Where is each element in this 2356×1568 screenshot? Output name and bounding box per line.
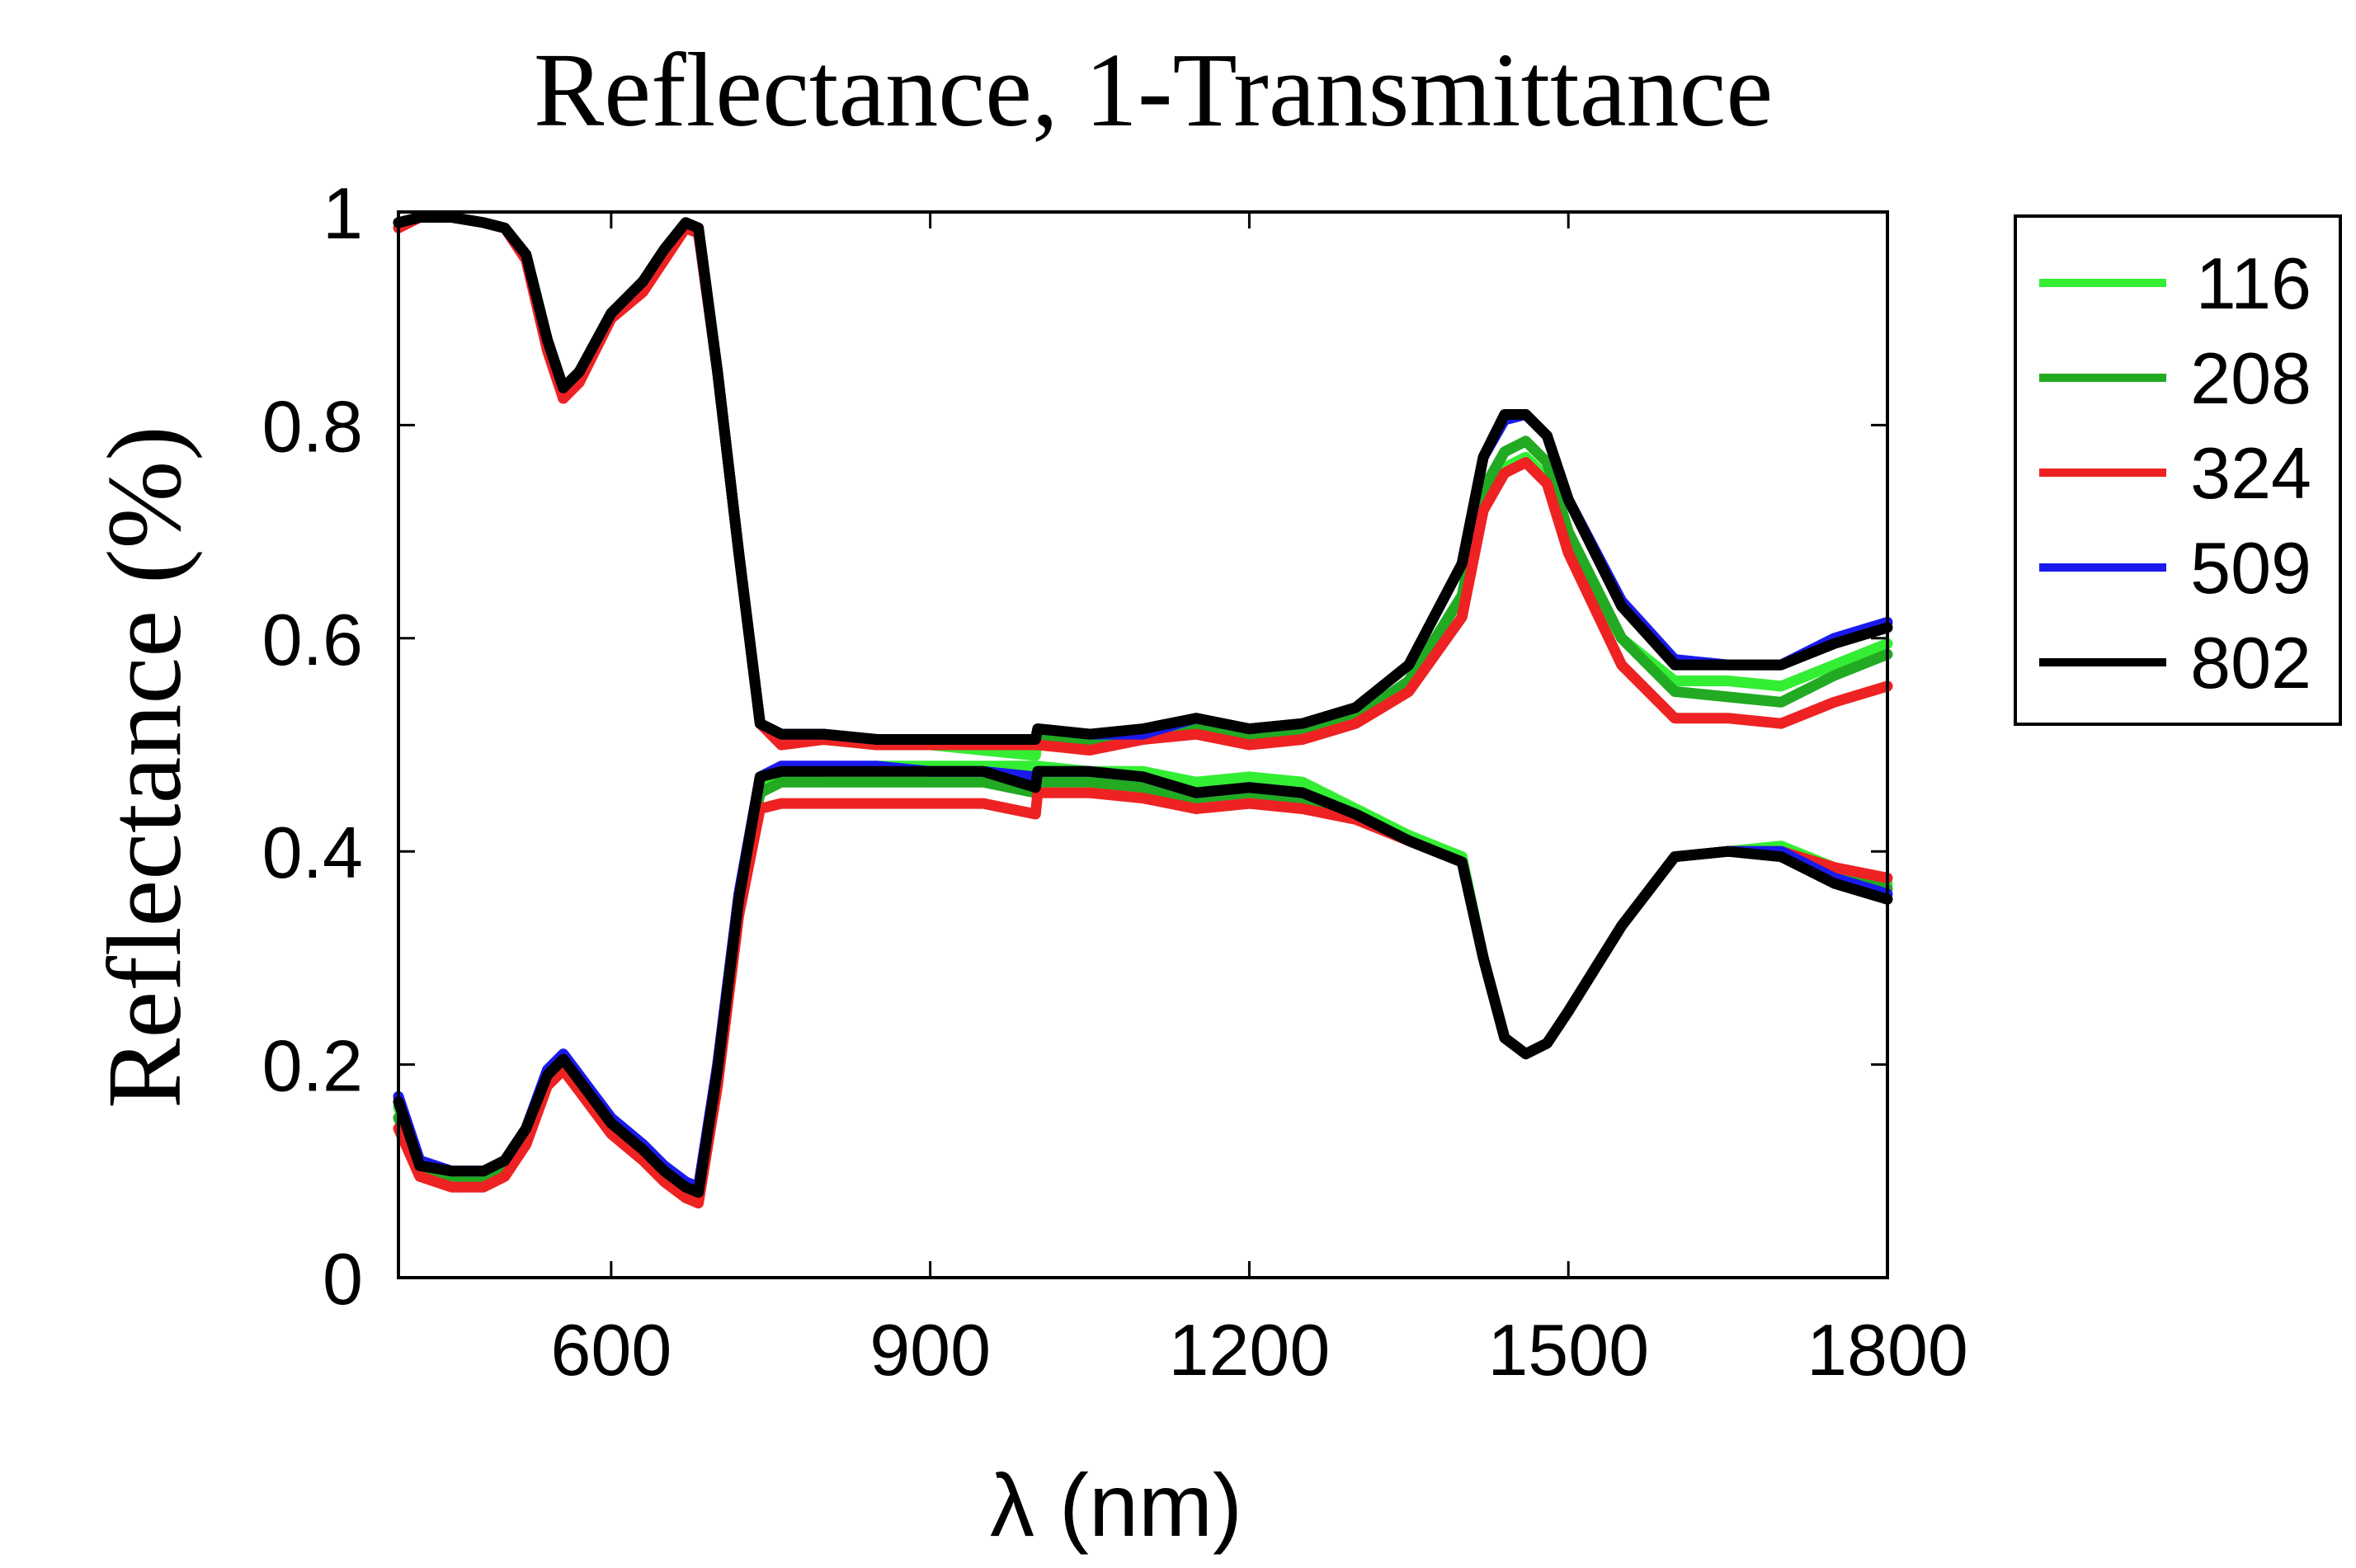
legend-label-208: 208	[2190, 337, 2311, 419]
legend-label-324: 324	[2190, 432, 2311, 514]
legend: 116 208 324 509 802	[2014, 214, 2342, 726]
x-axis-label: λ (nm)	[990, 1455, 1242, 1555]
y-axis-label: Reflectance (%)	[86, 426, 203, 1109]
legend-label-802: 802	[2190, 622, 2311, 704]
y-tick-label: 1	[323, 172, 363, 254]
series-line-802-lower	[393, 765, 1893, 1198]
legend-label-509: 509	[2190, 527, 2311, 609]
axis-ticks: 600 900 1200 1500 1800 0 0.2 0.4 0.6 0.8 1	[262, 172, 1968, 1391]
x-tick-label: 1200	[1169, 1309, 1331, 1391]
y-tick-label: 0.2	[262, 1025, 363, 1107]
chart-title: Reflectance, 1-Transmittance	[534, 31, 1773, 148]
y-tick-label: 0.8	[262, 385, 363, 467]
y-tick-label: 0	[323, 1238, 363, 1320]
plot-lines	[393, 212, 1893, 1209]
series-line-509-lower	[393, 760, 1893, 1193]
x-tick-label: 1500	[1487, 1309, 1649, 1391]
plot-frame	[397, 210, 1889, 1279]
x-tick-label: 900	[869, 1309, 991, 1391]
series-line-802-upper	[393, 212, 1893, 745]
x-tick-label: 1800	[1807, 1309, 1968, 1391]
series-line-324-lower	[393, 787, 1893, 1209]
y-tick-label: 0.4	[262, 812, 363, 893]
y-tick-label: 0.6	[262, 599, 363, 680]
legend-label-116: 116	[2196, 242, 2311, 324]
x-tick-label: 600	[550, 1309, 671, 1391]
